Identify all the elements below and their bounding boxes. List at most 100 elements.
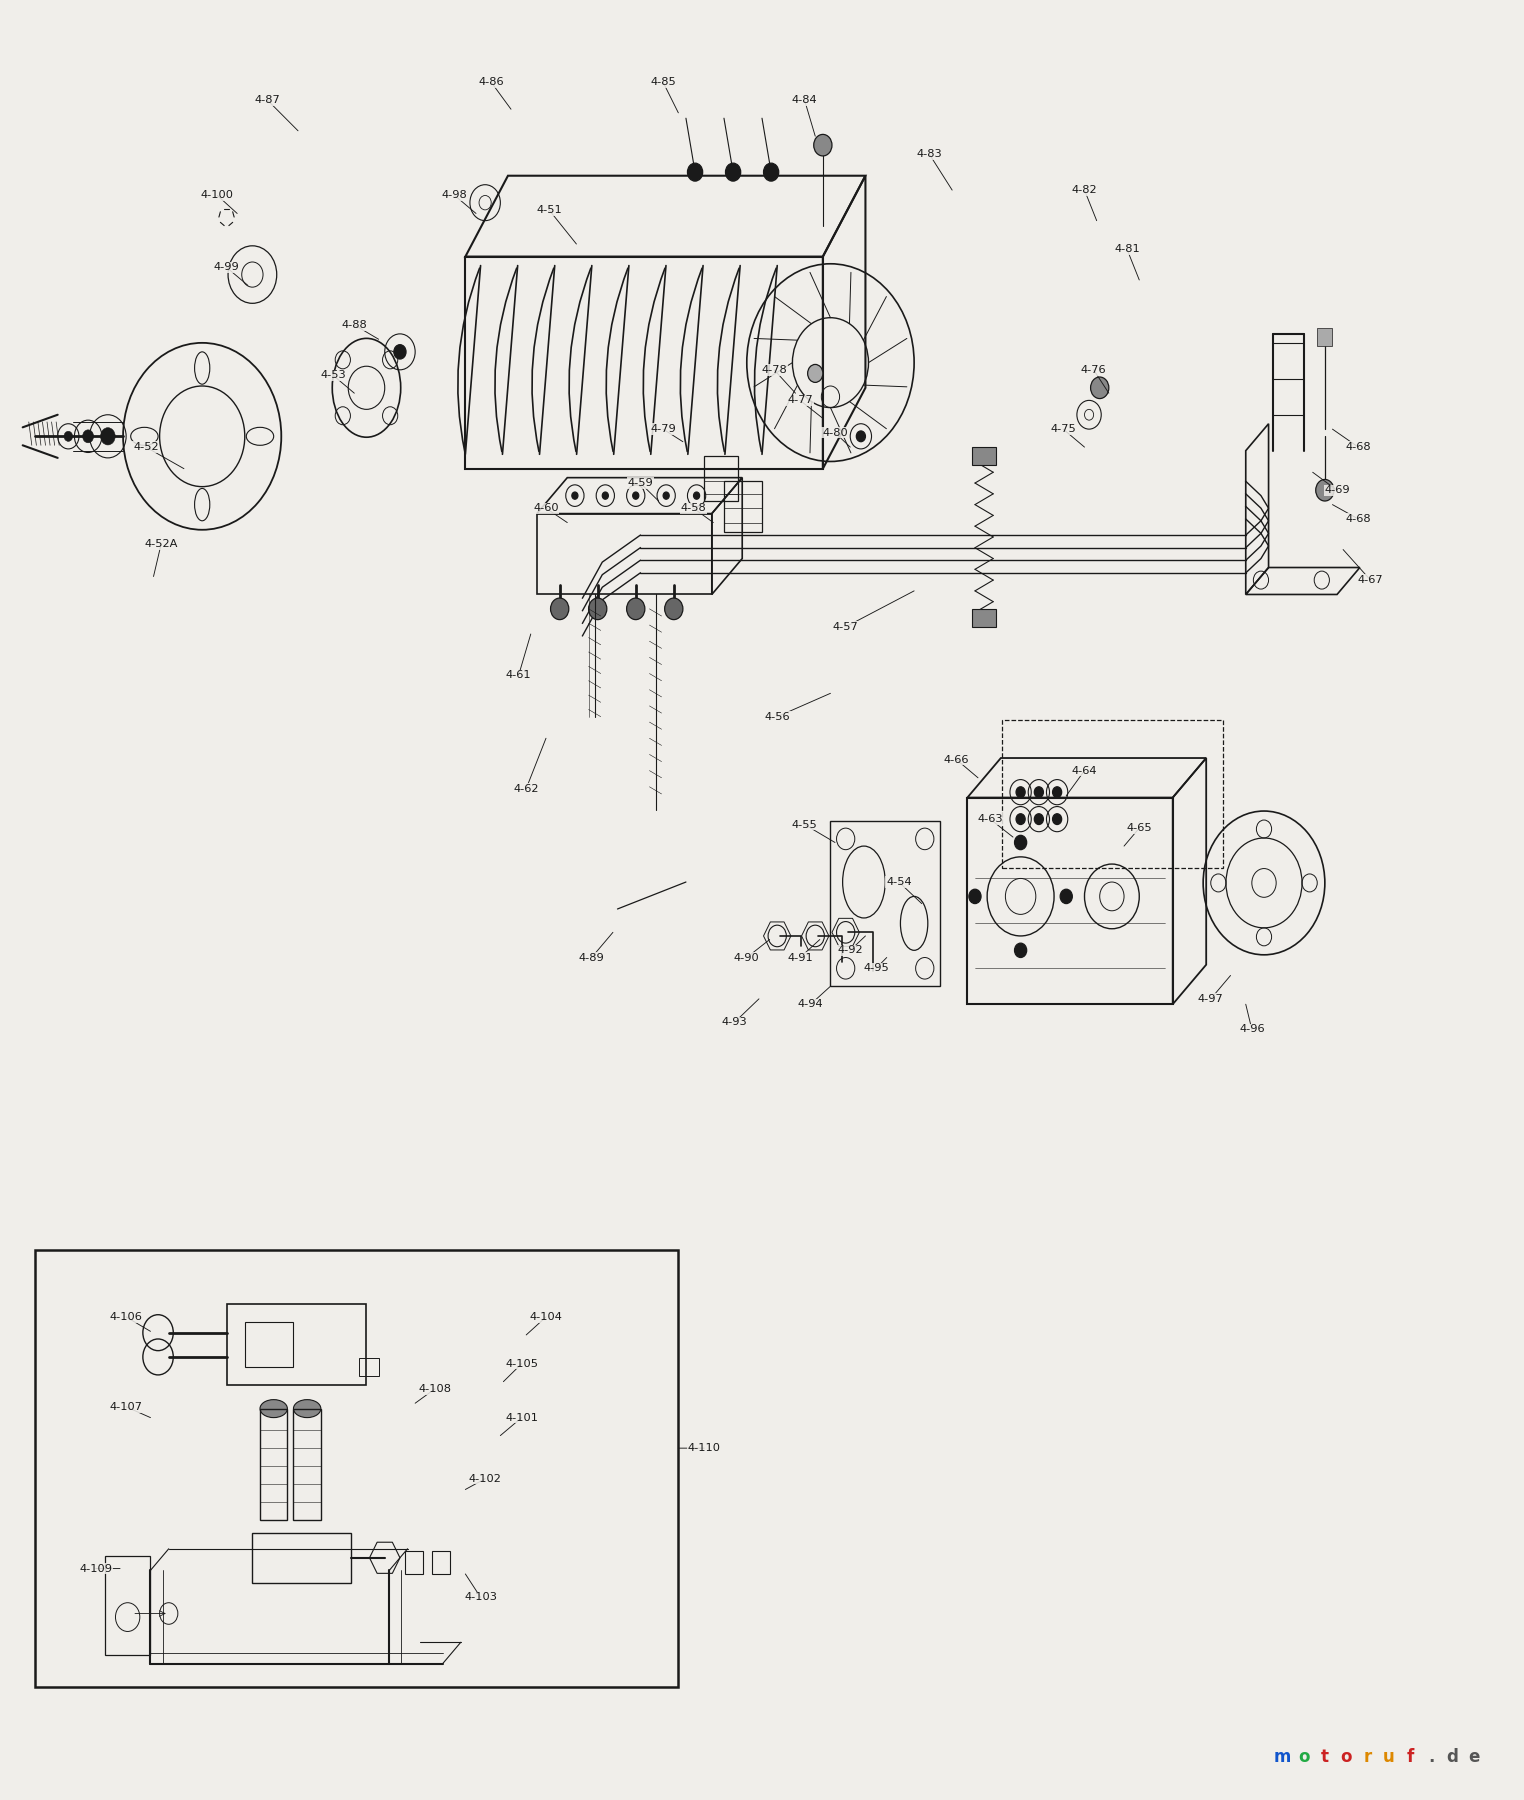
Text: 4-78: 4-78 — [762, 365, 786, 374]
Circle shape — [626, 598, 645, 619]
Circle shape — [1035, 814, 1044, 824]
Text: 4-102: 4-102 — [469, 1474, 501, 1483]
Text: 4-80: 4-80 — [821, 428, 847, 437]
Circle shape — [588, 598, 607, 619]
Circle shape — [1091, 376, 1109, 398]
Text: 4-53: 4-53 — [320, 371, 346, 380]
Text: e: e — [1468, 1748, 1480, 1766]
Text: 4-57: 4-57 — [832, 621, 858, 632]
Text: 4-64: 4-64 — [1071, 765, 1097, 776]
Circle shape — [764, 164, 779, 182]
Text: 4-66: 4-66 — [943, 754, 969, 765]
Text: 4-88: 4-88 — [341, 320, 367, 329]
Text: 4-96: 4-96 — [1239, 1024, 1265, 1035]
Text: 4-86: 4-86 — [479, 77, 504, 86]
Text: 4-84: 4-84 — [792, 95, 817, 104]
Text: o: o — [1341, 1748, 1352, 1766]
Text: 4-104: 4-104 — [529, 1312, 562, 1321]
Circle shape — [1015, 835, 1027, 850]
Circle shape — [82, 430, 93, 443]
Text: 4-77: 4-77 — [788, 396, 812, 405]
Bar — [35, 1251, 678, 1687]
Polygon shape — [972, 608, 997, 626]
Circle shape — [969, 889, 981, 904]
Polygon shape — [1317, 328, 1332, 346]
Text: 4-56: 4-56 — [765, 711, 789, 722]
Text: 4-87: 4-87 — [255, 95, 280, 104]
Circle shape — [1053, 787, 1062, 797]
Text: 4-97: 4-97 — [1198, 994, 1224, 1004]
Bar — [536, 513, 712, 594]
Text: 4-109: 4-109 — [79, 1564, 113, 1573]
Text: 4-85: 4-85 — [651, 77, 677, 86]
Circle shape — [1015, 943, 1027, 958]
Text: 4-92: 4-92 — [837, 945, 863, 956]
Text: 4-62: 4-62 — [514, 783, 539, 794]
Text: 4-95: 4-95 — [863, 963, 888, 974]
Circle shape — [1017, 787, 1026, 797]
Text: 4-68: 4-68 — [1346, 443, 1372, 452]
Text: 4-99: 4-99 — [213, 263, 239, 272]
Text: 4-110: 4-110 — [687, 1444, 721, 1453]
Text: 4-63: 4-63 — [977, 814, 1003, 824]
Text: 4-90: 4-90 — [735, 952, 759, 963]
Text: 4-82: 4-82 — [1071, 185, 1097, 194]
Text: 4-100: 4-100 — [201, 191, 233, 200]
Circle shape — [1315, 479, 1334, 500]
Circle shape — [693, 491, 700, 499]
Circle shape — [550, 598, 568, 619]
Circle shape — [856, 430, 866, 441]
Text: 4-93: 4-93 — [722, 1017, 747, 1028]
Ellipse shape — [261, 1400, 288, 1418]
Text: o: o — [1298, 1748, 1309, 1766]
Circle shape — [725, 164, 741, 182]
Text: 4-103: 4-103 — [465, 1593, 497, 1602]
Circle shape — [814, 135, 832, 157]
Text: 4-83: 4-83 — [916, 149, 942, 158]
Text: 4-91: 4-91 — [788, 952, 812, 963]
Text: 4-94: 4-94 — [799, 999, 823, 1010]
Text: 4-51: 4-51 — [536, 205, 562, 214]
Text: 4-75: 4-75 — [1050, 425, 1076, 434]
Ellipse shape — [294, 1400, 322, 1418]
Text: 4-60: 4-60 — [533, 504, 559, 513]
Text: 4-52A: 4-52A — [145, 540, 178, 549]
Circle shape — [664, 598, 683, 619]
Circle shape — [663, 491, 669, 499]
Bar — [1003, 720, 1222, 868]
Text: 4-67: 4-67 — [1358, 574, 1384, 585]
Circle shape — [687, 164, 703, 182]
Text: 4-52: 4-52 — [133, 443, 158, 452]
Circle shape — [632, 491, 639, 499]
Text: f: f — [1407, 1748, 1414, 1766]
Text: 4-69: 4-69 — [1324, 486, 1350, 495]
Text: 4-54: 4-54 — [885, 877, 911, 887]
Text: 4-105: 4-105 — [504, 1359, 538, 1368]
Text: 4-81: 4-81 — [1114, 245, 1140, 254]
Text: u: u — [1382, 1748, 1394, 1766]
Circle shape — [1053, 814, 1062, 824]
Bar — [245, 1323, 294, 1368]
Text: 4-106: 4-106 — [110, 1312, 143, 1321]
Text: d: d — [1446, 1748, 1458, 1766]
Text: 4-89: 4-89 — [579, 952, 605, 963]
Text: 4-68: 4-68 — [1346, 515, 1372, 524]
Text: 4-98: 4-98 — [442, 191, 468, 200]
Text: .: . — [1428, 1748, 1434, 1766]
Circle shape — [808, 364, 823, 382]
Text: 4-107: 4-107 — [110, 1402, 143, 1411]
Text: 4-55: 4-55 — [792, 819, 817, 830]
Circle shape — [64, 432, 73, 441]
Circle shape — [1017, 814, 1026, 824]
Text: m: m — [1274, 1748, 1291, 1766]
Text: 4-108: 4-108 — [419, 1384, 451, 1393]
Circle shape — [602, 491, 608, 499]
Text: 4-101: 4-101 — [504, 1413, 538, 1422]
Text: 4-58: 4-58 — [681, 504, 707, 513]
Text: t: t — [1321, 1748, 1329, 1766]
Circle shape — [393, 344, 405, 358]
Text: 4-79: 4-79 — [651, 425, 677, 434]
Text: 4-61: 4-61 — [506, 670, 532, 680]
Text: 4-59: 4-59 — [628, 479, 654, 488]
Polygon shape — [972, 446, 997, 464]
